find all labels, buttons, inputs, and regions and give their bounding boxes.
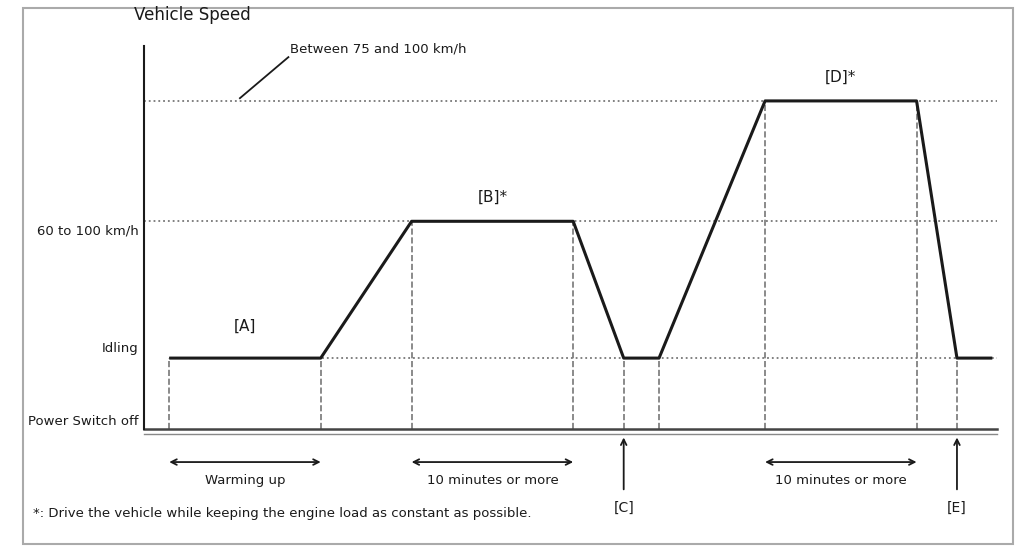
Text: 60 to 100 km/h: 60 to 100 km/h bbox=[37, 224, 139, 237]
Text: [D]*: [D]* bbox=[825, 69, 856, 84]
Text: 10 minutes or more: 10 minutes or more bbox=[427, 474, 558, 487]
FancyBboxPatch shape bbox=[23, 8, 1013, 544]
Text: *: Drive the vehicle while keeping the engine load as constant as possible.: *: Drive the vehicle while keeping the e… bbox=[33, 506, 531, 520]
Text: [A]: [A] bbox=[233, 318, 256, 333]
Text: Between 75 and 100 km/h: Between 75 and 100 km/h bbox=[291, 42, 467, 56]
Text: Vehicle Speed: Vehicle Speed bbox=[134, 6, 251, 24]
Text: [E]: [E] bbox=[947, 500, 967, 515]
Text: Idling: Idling bbox=[102, 342, 139, 355]
Text: Warming up: Warming up bbox=[205, 474, 286, 487]
Text: [C]: [C] bbox=[613, 500, 634, 515]
Text: [B]*: [B]* bbox=[477, 190, 508, 205]
Text: Power Switch off: Power Switch off bbox=[29, 415, 139, 428]
Text: 10 minutes or more: 10 minutes or more bbox=[775, 474, 906, 487]
